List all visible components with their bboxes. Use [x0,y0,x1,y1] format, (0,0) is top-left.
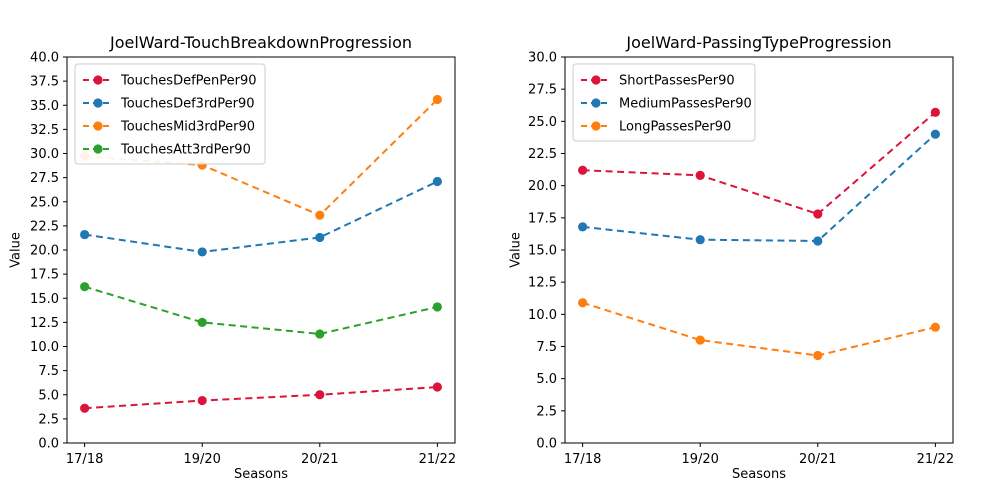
data-point-ShortPassesPer90 [695,170,705,180]
y-tick-label: 32.5 [30,123,59,138]
chart-title: JoelWard-PassingTypeProgression [626,33,892,52]
y-tick-label: 27.5 [30,171,59,186]
x-tick-label: 19/20 [183,452,220,467]
x-axis-label: Seasons [732,467,786,482]
x-tick-label: 21/22 [917,452,954,467]
legend-label: LongPassesPer90 [619,120,731,135]
legend-marker [591,75,601,85]
legend-marker [93,75,103,85]
legend-label: ShortPassesPer90 [619,74,735,89]
data-point-LongPassesPer90 [930,322,940,332]
data-point-TouchesMid3rdPer90 [315,210,325,220]
data-point-TouchesDef3rdPer90 [315,232,325,243]
data-point-TouchesDef3rdPer90 [432,176,442,187]
y-tick-label: 17.5 [528,211,557,226]
legend-label: TouchesMid3rdPer90 [120,120,255,135]
y-tick-label: 30.0 [30,147,59,162]
data-point-TouchesDef3rdPer90 [80,229,90,240]
x-tick-label: 17/18 [564,452,601,467]
y-tick-label: 0.0 [536,437,557,452]
data-point-MediumPassesPer90 [578,222,588,232]
y-tick-label: 27.5 [528,83,557,98]
series-line-TouchesDefPenPer90 [84,386,438,410]
y-tick-label: 25.0 [30,195,59,210]
series-line-TouchesAtt3rdPer90 [84,285,438,335]
data-point-TouchesDefPenPer90 [197,395,207,406]
legend-label: TouchesAtt3rdPer90 [120,143,251,158]
y-tick-label: 0.0 [38,437,59,452]
legend-label: TouchesDefPenPer90 [120,74,257,89]
legend-box [572,63,756,142]
data-point-LongPassesPer90 [578,298,588,308]
series-line-MediumPassesPer90 [582,133,937,242]
legend-marker [591,98,601,108]
y-tick-label: 7.5 [38,364,59,379]
data-point-TouchesAtt3rdPer90 [80,282,90,292]
legend-label: MediumPassesPer90 [619,97,752,112]
data-point-TouchesDefPenPer90 [432,382,442,392]
data-point-TouchesAtt3rdPer90 [197,317,207,327]
data-point-LongPassesPer90 [813,350,823,361]
legend-marker [93,98,103,108]
x-tick-label: 20/21 [799,452,836,467]
data-point-TouchesMid3rdPer90 [432,94,442,105]
legend-label: TouchesDef3rdPer90 [120,97,255,112]
y-tick-label: 2.5 [536,404,557,419]
data-point-TouchesAtt3rdPer90 [315,329,325,339]
data-point-TouchesDefPenPer90 [315,390,325,400]
data-point-LongPassesPer90 [695,335,705,345]
y-tick-label: 35.0 [30,99,59,114]
data-point-MediumPassesPer90 [930,129,940,139]
y-tick-label: 17.5 [30,268,59,283]
legend-marker [93,121,103,131]
data-point-MediumPassesPer90 [813,236,823,246]
y-tick-label: 25.0 [528,115,557,130]
x-axis-label: Seasons [234,467,288,482]
y-tick-label: 22.5 [30,219,59,234]
x-tick-label: 21/22 [419,452,456,467]
subplot-passing-type: JoelWard-PassingTypeProgression Value 0.… [500,0,1000,500]
touch-breakdown-plot: 0.0 2.5 5.0 7.5 10.0 12.5 15.0 17.5 20.0 22.5 25.0… [30,51,456,468]
x-tick-label: 19/20 [681,452,718,467]
y-tick-label: 20.0 [528,179,557,194]
data-point-ShortPassesPer90 [930,107,940,117]
data-point-ShortPassesPer90 [578,165,588,175]
y-tick-label: 22.5 [528,147,557,162]
passing-type-plot: 0.0 2.5 5.0 7.5 10.0 12.5 15.0 17.5 20.0 22.5 25.0… [528,51,954,468]
y-tick-label: 30.0 [528,51,557,66]
series-line-TouchesDef3rdPer90 [84,180,438,253]
y-tick-label: 15.0 [30,292,59,307]
subplot-touch-breakdown: JoelWard-TouchBreakdownProgression Value… [9,33,457,482]
data-point-TouchesDefPenPer90 [80,403,90,413]
y-tick-label: 5.0 [536,372,557,387]
data-point-ShortPassesPer90 [813,209,823,219]
legend-marker [93,144,103,154]
y-tick-label: 10.0 [30,340,59,355]
data-point-TouchesAtt3rdPer90 [432,302,442,312]
y-tick-label: 2.5 [38,412,59,427]
y-tick-label: 12.5 [528,276,557,291]
legend-marker [591,121,601,131]
series-line-LongPassesPer90 [582,301,936,357]
y-tick-label: 37.5 [30,75,59,90]
y-tick-label: 10.0 [528,308,557,323]
x-tick-label: 20/21 [301,452,338,467]
x-tick-label: 17/18 [66,452,103,467]
legend-box [74,63,266,165]
data-point-TouchesDef3rdPer90 [197,247,207,257]
data-point-MediumPassesPer90 [695,235,705,245]
y-tick-label: 20.0 [30,244,59,259]
y-tick-label: 7.5 [536,340,557,355]
chart-title: JoelWard-TouchBreakdownProgression [109,33,413,52]
series-line-ShortPassesPer90 [582,111,937,216]
y-tick-label: 12.5 [30,316,59,331]
y-tick-label: 15.0 [528,244,557,259]
y-tick-label: 40.0 [30,51,59,66]
y-tick-label: 5.0 [38,388,59,403]
